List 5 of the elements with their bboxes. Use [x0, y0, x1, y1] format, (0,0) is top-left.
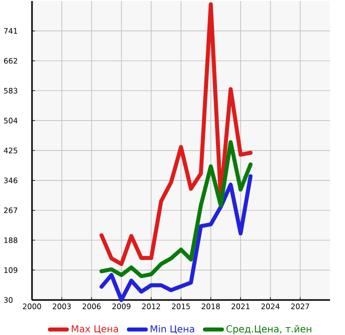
legend-label: Min Цена: [150, 325, 194, 334]
legend-label: Max Цена: [72, 325, 118, 334]
line-series: [100, 2, 253, 266]
line-series: [100, 140, 253, 278]
legend-label: Сред.Цена, т.йен: [226, 325, 312, 334]
